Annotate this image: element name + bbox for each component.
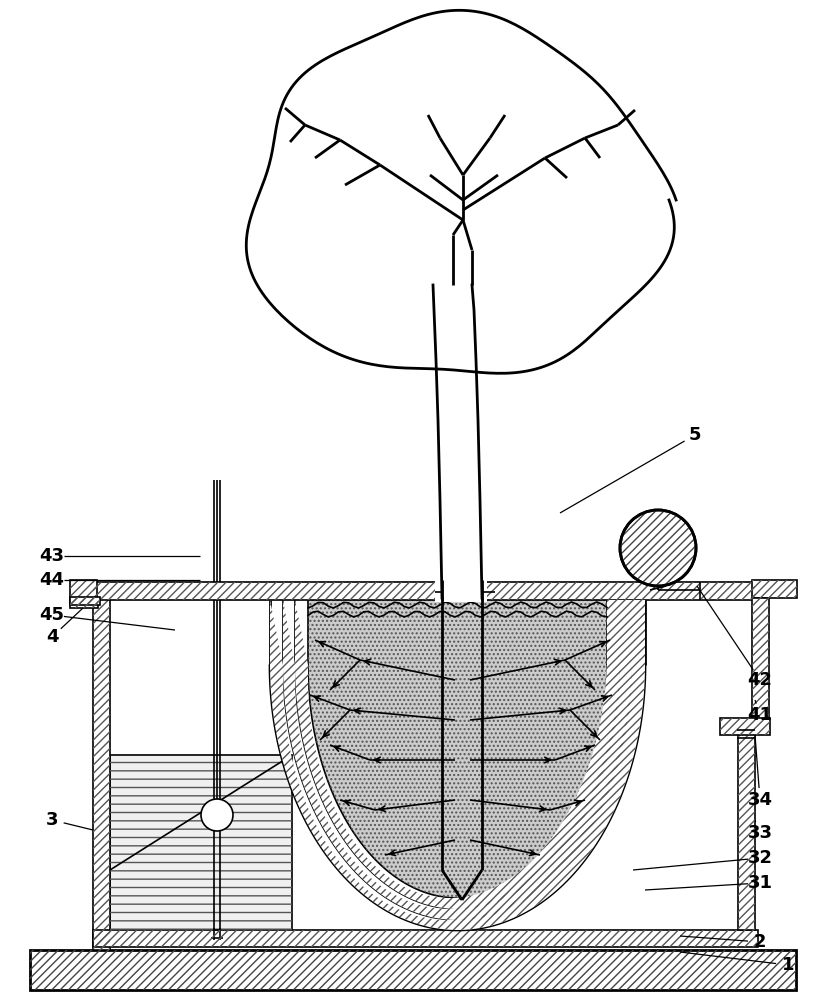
Bar [70, 580, 97, 602]
Bar [93, 930, 758, 947]
Text: 2: 2 [754, 933, 767, 951]
Bar [70, 580, 97, 602]
Bar [752, 598, 769, 720]
Bar [70, 597, 100, 605]
Polygon shape [270, 600, 645, 930]
Text: 42: 42 [748, 671, 772, 689]
Text: 33: 33 [748, 824, 772, 842]
Text: 34: 34 [748, 791, 772, 809]
Bar [738, 720, 755, 930]
Text: 44: 44 [40, 571, 64, 589]
Bar [70, 598, 98, 608]
Bar [752, 580, 797, 598]
Bar [110, 755, 292, 930]
Text: 31: 31 [748, 874, 772, 892]
Text: 4: 4 [45, 628, 59, 646]
Bar [93, 582, 755, 600]
Polygon shape [283, 600, 632, 920]
Text: 5: 5 [689, 426, 701, 444]
Text: 3: 3 [45, 811, 59, 829]
Bar [752, 580, 797, 598]
Text: 45: 45 [40, 606, 64, 624]
Polygon shape [295, 600, 620, 909]
Bar [30, 950, 796, 990]
Polygon shape [308, 600, 607, 898]
Bar [435, 580, 487, 602]
Bar [720, 718, 770, 735]
Bar [738, 720, 755, 930]
Text: 32: 32 [748, 849, 772, 867]
Bar [70, 597, 100, 605]
Bar [70, 598, 98, 608]
Bar [110, 755, 292, 930]
Text: 41: 41 [748, 706, 772, 724]
Bar [93, 582, 755, 600]
Bar [30, 950, 796, 990]
Text: 43: 43 [40, 547, 64, 565]
Bar [93, 930, 758, 947]
Bar [720, 718, 770, 735]
Bar [752, 598, 769, 720]
Bar [93, 588, 110, 950]
Circle shape [201, 799, 233, 831]
Text: 1: 1 [781, 956, 795, 974]
Circle shape [620, 510, 696, 586]
Bar [93, 588, 110, 950]
